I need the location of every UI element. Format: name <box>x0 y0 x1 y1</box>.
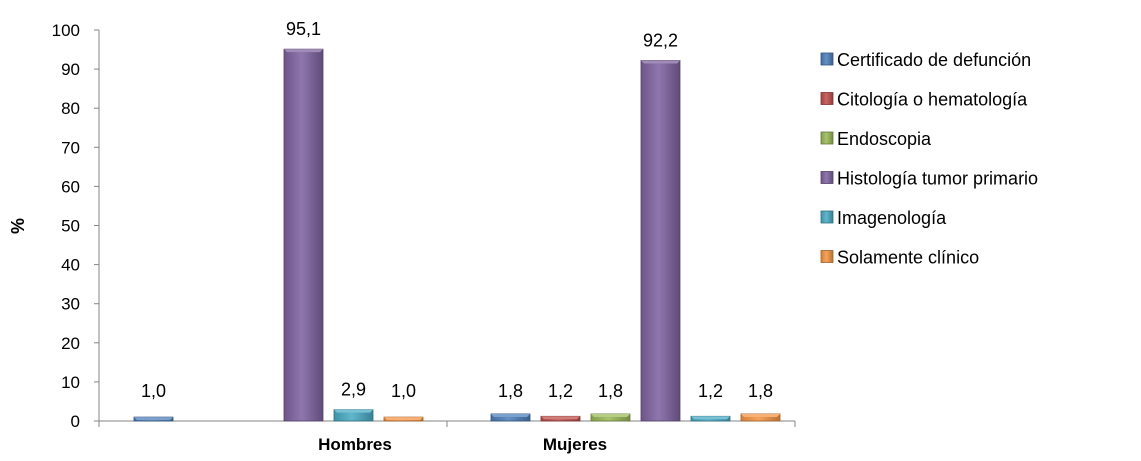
legend-swatch <box>820 52 834 66</box>
legend-label: Endoscopia <box>837 129 932 149</box>
legend-item: Citología o hematología <box>820 90 1028 110</box>
bars <box>133 48 781 422</box>
bar <box>590 413 631 422</box>
y-tick-label: 0 <box>71 412 80 431</box>
data-label: 1,8 <box>748 381 773 401</box>
y-tick-label: 10 <box>61 373 80 392</box>
y-tick-label: 20 <box>61 334 80 353</box>
legend-swatch <box>820 131 834 145</box>
data-label: 1,0 <box>391 381 416 401</box>
legend-label: Citología o hematología <box>837 90 1028 110</box>
bar <box>333 409 374 422</box>
bar <box>540 415 581 422</box>
legend-item: Endoscopia <box>820 129 932 149</box>
legend-label: Histología tumor primario <box>837 169 1038 189</box>
bar <box>133 416 174 422</box>
data-label: 1,8 <box>498 381 523 401</box>
legend-swatch <box>820 92 834 105</box>
category-label: Hombres <box>318 435 392 454</box>
legend-label: Solamente clínico <box>837 248 979 268</box>
y-ticks: 0 10 20 30 40 50 60 70 80 90 100 <box>52 21 99 431</box>
data-label: 1,2 <box>698 381 723 401</box>
y-tick-label: 70 <box>61 138 80 157</box>
data-label: 92,2 <box>643 30 678 50</box>
bar <box>640 60 681 422</box>
y-tick-label: 50 <box>61 217 80 236</box>
y-tick-label: 90 <box>61 60 80 79</box>
y-tick-label: 30 <box>61 295 80 314</box>
legend-label: Certificado de defunción <box>837 50 1031 70</box>
data-label: 1,2 <box>548 381 573 401</box>
y-tick-label: 80 <box>61 99 80 118</box>
category-labels: Hombres Mujeres <box>98 421 796 454</box>
data-label: 2,9 <box>341 380 366 400</box>
bar <box>690 415 731 422</box>
y-tick-label: 100 <box>52 21 80 40</box>
legend-swatch <box>820 210 834 224</box>
y-tick-label: 60 <box>61 177 80 196</box>
data-label: 1,0 <box>141 381 166 401</box>
legend: Certificado de defunción Citología o hema… <box>820 50 1038 268</box>
bar <box>490 413 531 422</box>
bar <box>283 48 324 422</box>
bar <box>383 416 424 422</box>
legend-item: Certificado de defunción <box>820 50 1031 70</box>
data-label: 95,1 <box>286 19 321 39</box>
axes <box>98 30 795 422</box>
legend-label: Imagenología <box>837 208 947 228</box>
bar <box>740 413 781 422</box>
y-tick-label: 40 <box>61 256 80 275</box>
legend-item: Solamente clínico <box>820 248 979 268</box>
legend-swatch <box>820 250 834 263</box>
legend-item: Imagenología <box>820 208 947 228</box>
data-labels: 1,0 1,8 1,2 1,8 95,1 92,2 2,9 1,2 1,0 1,8 <box>141 19 773 401</box>
category-label: Mujeres <box>543 435 607 454</box>
data-label: 1,8 <box>598 381 623 401</box>
y-axis-title: % <box>8 218 28 234</box>
legend-swatch <box>820 171 834 184</box>
legend-item: Histología tumor primario <box>820 169 1038 189</box>
